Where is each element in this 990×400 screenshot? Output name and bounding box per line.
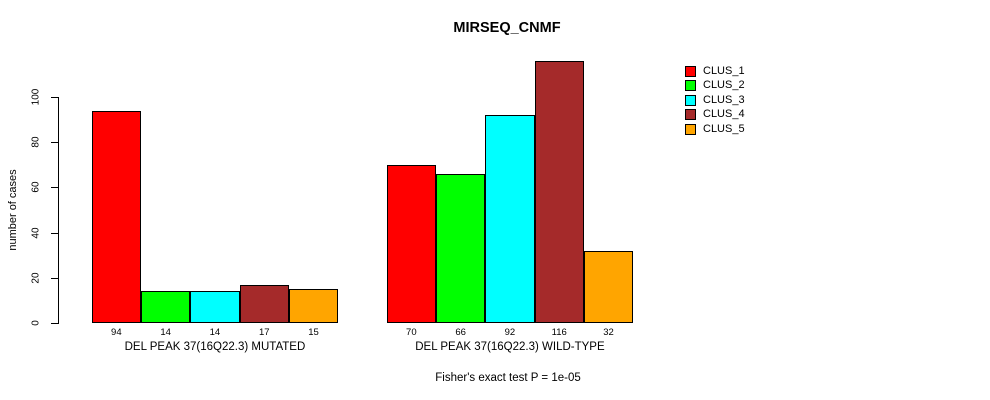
y-axis-tick-label: 80 — [30, 136, 42, 148]
y-axis-tick — [51, 232, 58, 234]
y-axis-tick-label: 60 — [30, 181, 42, 193]
bar-value-label: 17 — [258, 326, 270, 338]
bar-value-label: 32 — [603, 326, 614, 338]
legend-label: CLUS_3 — [703, 93, 745, 106]
bar-clus_3-group1 — [190, 291, 240, 323]
bar-value-label: 14 — [160, 326, 171, 338]
bar-value-label: 116 — [551, 326, 567, 338]
y-axis-tick-label: 20 — [30, 272, 42, 284]
legend-label: CLUS_1 — [703, 65, 745, 77]
y-axis-tick-label: 0 — [30, 320, 42, 326]
group-label: DEL PEAK 37(16Q22.3) WILD-TYPE — [415, 341, 605, 353]
caption-fisher-test: Fisher's exact test P = 1e-05 — [435, 372, 581, 384]
legend-swatch-clus_1 — [685, 66, 696, 77]
chart-title: MIRSEQ_CNMF — [453, 20, 561, 36]
bar-value-label: 94 — [111, 326, 122, 338]
bar-clus_1-group1 — [91, 110, 141, 323]
y-axis-label: number of cases — [7, 169, 19, 251]
legend-label: CLUS_5 — [703, 122, 745, 135]
y-axis-tick-label: 40 — [30, 227, 42, 239]
legend-swatch-clus_5 — [685, 123, 696, 135]
y-axis-tick — [51, 187, 58, 189]
bar-clus_4-group1 — [239, 284, 289, 323]
bar-value-label: 66 — [455, 326, 466, 338]
y-axis-line — [58, 97, 59, 324]
bar-clus_4-group2 — [534, 60, 584, 323]
legend-label: CLUS_2 — [703, 79, 745, 92]
bar-clus_5-group2 — [583, 250, 634, 323]
bar-clus_3-group2 — [485, 115, 535, 323]
legend-label: CLUS_4 — [703, 108, 745, 121]
bar-clus_1-group2 — [386, 164, 436, 323]
bar-value-label: 14 — [209, 326, 221, 338]
bar-value-label: 70 — [406, 326, 417, 338]
y-axis-tick — [51, 142, 58, 144]
legend-swatch-clus_4 — [685, 109, 696, 121]
y-axis-tick — [51, 323, 58, 324]
bar-value-label: 92 — [504, 326, 516, 338]
bar-value-label: 15 — [308, 326, 319, 338]
group-label: DEL PEAK 37(16Q22.3) MUTATED — [124, 341, 306, 353]
bar-clus_2-group2 — [436, 173, 486, 323]
y-axis-tick — [51, 97, 58, 98]
y-axis-tick-label: 100 — [30, 88, 42, 106]
y-axis-tick — [51, 277, 58, 279]
legend-swatch-clus_2 — [685, 80, 696, 92]
legend-swatch-clus_3 — [685, 94, 696, 106]
bar-clus_2-group1 — [141, 291, 191, 323]
bar-clus_5-group1 — [288, 289, 339, 323]
